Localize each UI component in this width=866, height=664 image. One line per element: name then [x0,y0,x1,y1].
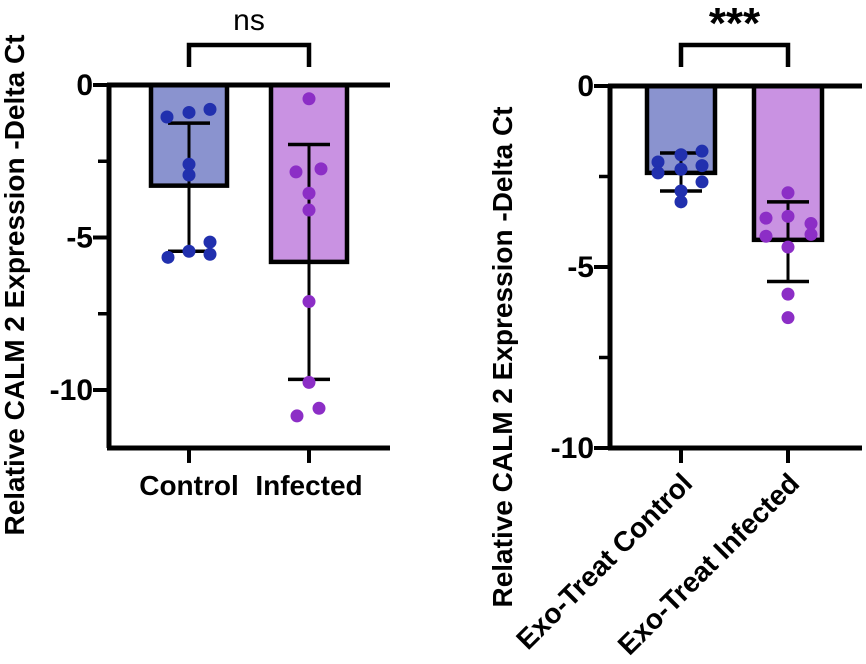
data-point [182,168,196,182]
y-tick-label: 0 [76,69,93,102]
data-point [695,175,709,189]
data-point [781,240,795,254]
data-point [160,110,174,124]
y-tick-label: 0 [577,70,594,103]
data-point [759,211,773,225]
data-point [290,409,304,423]
data-point [182,157,196,171]
data-point [695,159,709,173]
data-point [182,105,196,119]
data-point [314,162,328,176]
data-point [651,155,665,169]
x-category-label: Control [139,470,239,501]
data-point [203,102,217,116]
data-point [674,162,688,176]
data-point [302,186,316,200]
y-tick-label: -10 [551,432,594,465]
data-point [674,195,688,209]
y-axis-label: Relative CALM 2 Expression -Delta Ct [487,106,518,607]
data-point [781,209,795,223]
y-tick-label: -5 [567,251,594,284]
data-point [781,287,795,301]
significance-bracket [186,42,312,67]
data-point [674,148,688,162]
y-tick-label: -5 [66,222,93,255]
data-point [781,186,795,200]
chart-control-vs-infected: Relative CALM 2 Expression -Delta Ct 0 -5 -… [0,4,390,536]
data-point [182,244,196,258]
data-point [302,203,316,217]
data-point [289,165,303,179]
data-point [674,184,688,198]
data-point [781,311,795,325]
y-tick-label: -10 [50,374,93,407]
data-point [651,166,665,180]
significance-label: *** [709,0,761,48]
chart-exo-treat-control-vs-infected: Relative CALM 2 Expression -Delta Ct 0 -5 -… [487,0,862,661]
data-point [203,247,217,261]
data-point [759,229,773,243]
x-category-label: Infected [255,470,362,501]
significance-bracket [678,42,791,67]
data-point [302,92,316,106]
x-category-label: Exo-Treat Control [510,467,698,655]
data-point [804,227,818,241]
significance-label: ns [233,4,265,37]
data-point [312,401,326,415]
data-point [302,375,316,389]
x-category-label: Exo-Treat Infected [612,467,806,661]
data-point [695,144,709,158]
data-point [302,295,316,309]
data-point [203,235,217,249]
data-point [804,217,818,231]
data-point [161,250,175,264]
y-axis-label: Relative CALM 2 Expression -Delta Ct [0,34,30,535]
